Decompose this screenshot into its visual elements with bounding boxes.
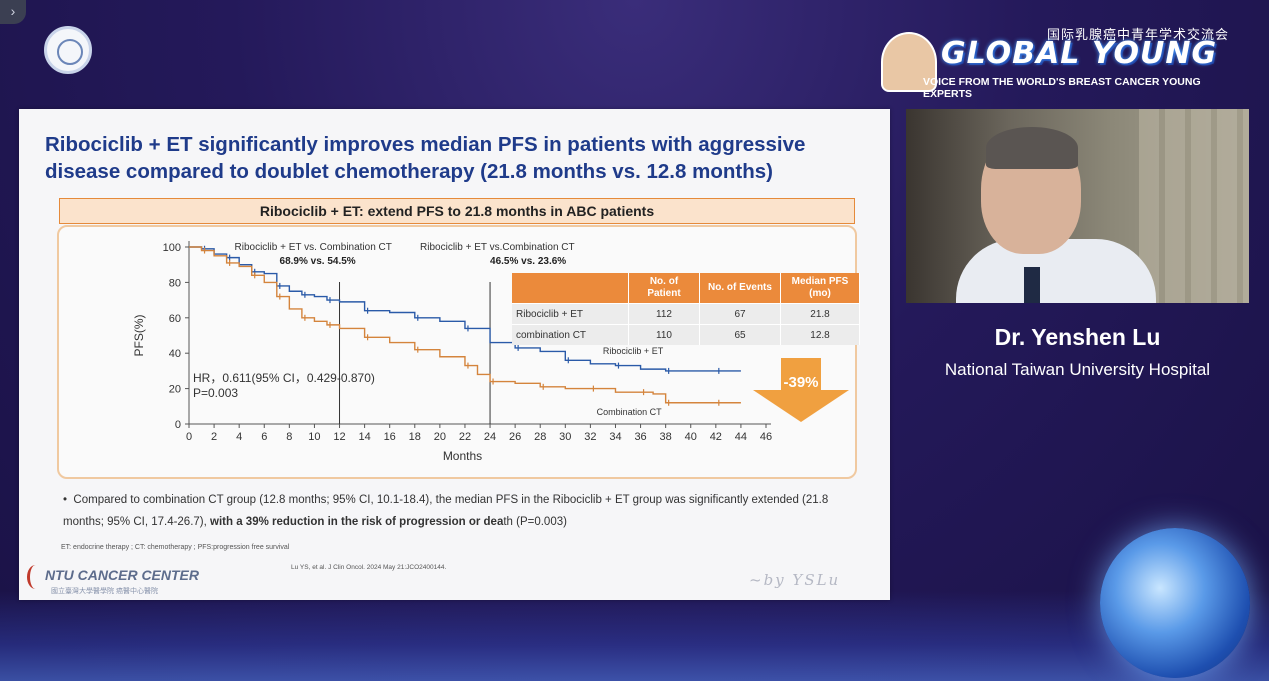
table-cell: 65 [699, 324, 781, 345]
pfs-summary-table: No. of Patient No. of Events Median PFS … [512, 273, 860, 345]
x-tick-label: 38 [660, 431, 672, 443]
speaker-tie [1024, 267, 1040, 303]
x-tick-label: 6 [261, 431, 267, 443]
table-row: combination CT 110 65 12.8 [512, 324, 860, 345]
hr-text: HR，0.611(95% CI，0.429-0.870) [193, 371, 375, 385]
summary-bullet: • Compared to combination CT group (12.8… [63, 489, 853, 533]
km-curve-combination-ct [189, 246, 741, 404]
bullet-tail: th (P=0.003) [503, 516, 567, 528]
table-cell: combination CT [512, 324, 629, 345]
x-tick-label: 24 [484, 431, 496, 443]
signature: ~by YSLu [749, 571, 841, 589]
x-tick-label: 46 [760, 431, 772, 443]
x-tick-label: 40 [685, 431, 697, 443]
x-axis-label: Months [443, 449, 482, 463]
speaker-hair [986, 127, 1078, 169]
bullet-dot: • [63, 494, 74, 506]
background-wave [0, 591, 1269, 681]
ntu-logo-subtext: 國立臺灣大學醫學院 癌醫中心醫院 [51, 588, 158, 595]
reduction-arrow: -39% [751, 358, 851, 424]
x-tick-label: 30 [559, 431, 571, 443]
x-tick-label: 32 [584, 431, 596, 443]
chevron-right-icon[interactable]: › [0, 0, 26, 24]
speaker-body [956, 239, 1156, 303]
global-young-brand: 国际乳腺癌中青年学术交流会 GLOBAL YOUNG VOICE FROM TH… [881, 22, 1251, 100]
table-cell: 67 [699, 303, 781, 325]
brand-title: GLOBAL YOUNG [941, 36, 1218, 71]
reference-footnote: Lu YS, et al. J Clin Oncol. 2024 May 21:… [291, 564, 447, 571]
speaker-organization: National Taiwan University Hospital [944, 360, 1211, 379]
brand-subtitle: VOICE FROM THE WORLD'S BREAST CANCER YOU… [923, 76, 1201, 100]
presentation-slide: Ribociclib + ET significantly improves m… [19, 109, 890, 600]
table-cell: Ribociclib + ET [512, 303, 629, 325]
km-curve-ribociclib [189, 246, 741, 372]
y-tick-label: 0 [175, 419, 181, 431]
table-header-cell [512, 273, 629, 304]
km-chart-box: 0 20 40 60 80 100 0 2 4 6 8 10 12 14 16 18 20 22 24 26 28 30 3… [57, 225, 857, 479]
table-cell: 21.8 [780, 303, 860, 325]
bullet-text: Compared to combination CT group (12.8 m… [63, 494, 829, 528]
y-axis-label: PFS(%) [132, 314, 146, 356]
annotation-value: 46.5% vs. 23.6% [490, 256, 566, 267]
x-tick-label: 14 [358, 431, 370, 443]
x-tick-label: 10 [308, 431, 320, 443]
annotation-text: Ribociclib + ET vs.Combination CT [420, 242, 575, 253]
x-tick-label: 16 [384, 431, 396, 443]
table-header-cell: No. of Events [699, 273, 781, 304]
p-value-text: P=0.003 [193, 386, 238, 400]
x-tick-label: 44 [735, 431, 747, 443]
globe-graphic [1100, 528, 1250, 678]
abbreviations-footnote: ET: endocrine therapy ; CT: chemotherapy… [61, 544, 290, 551]
ntu-logo-text: NTU CANCER CENTER [45, 567, 199, 583]
x-tick-label: 20 [434, 431, 446, 443]
speaker-video [906, 109, 1249, 303]
series-label: Ribociclib + ET [603, 346, 664, 356]
reduction-label: -39% [783, 374, 819, 391]
ntu-cancer-center-logo: NTU CANCER CENTER 國立臺灣大學醫學院 癌醫中心醫院 [23, 561, 223, 601]
society-seal-logo [44, 26, 92, 74]
bullet-bold-text: with a 39% reduction in the risk of prog… [210, 516, 504, 528]
mascot-avatar [881, 32, 937, 92]
x-tick-label: 28 [534, 431, 546, 443]
y-tick-label: 80 [169, 277, 181, 289]
down-arrow-icon [753, 358, 849, 422]
table-cell: 12.8 [780, 324, 860, 345]
x-tick-label: 8 [286, 431, 292, 443]
table-header-cell: Median PFS (mo) [780, 273, 860, 304]
y-tick-label: 40 [169, 348, 181, 360]
x-tick-label: 26 [509, 431, 521, 443]
x-tick-label: 0 [186, 431, 192, 443]
x-tick-label: 4 [236, 431, 242, 443]
x-tick-label: 42 [710, 431, 722, 443]
series-label: Combination CT [597, 407, 663, 417]
slide-banner: Ribociclib + ET: extend PFS to 21.8 mont… [59, 198, 855, 224]
table-header-row: No. of Patient No. of Events Median PFS … [512, 273, 860, 304]
annotation-value: 68.9% vs. 54.5% [280, 256, 356, 267]
y-tick-label: 20 [169, 384, 181, 396]
x-tick-label: 34 [609, 431, 621, 443]
bookshelf-background [1139, 109, 1249, 303]
ntu-swoosh-icon [27, 565, 44, 589]
x-tick-label: 22 [459, 431, 471, 443]
brand-chinese-title: 国际乳腺癌中青年学术交流会 [1046, 27, 1229, 42]
table-header-cell: No. of Patient [628, 273, 700, 304]
x-tick-label: 36 [634, 431, 646, 443]
table-row: Ribociclib + ET 112 67 21.8 [512, 303, 860, 325]
table-cell: 110 [628, 324, 700, 345]
y-tick-label: 60 [169, 313, 181, 325]
table-cell: 112 [628, 303, 700, 325]
x-tick-label: 12 [333, 431, 345, 443]
speaker-name: Dr. Yenshen Lu [994, 324, 1161, 350]
y-tick-label: 100 [163, 242, 181, 254]
x-tick-label: 18 [409, 431, 421, 443]
x-tick-label: 2 [211, 431, 217, 443]
slide-title: Ribociclib + ET significantly improves m… [45, 133, 806, 183]
annotation-text: Ribociclib + ET vs. Combination CT [235, 242, 392, 253]
